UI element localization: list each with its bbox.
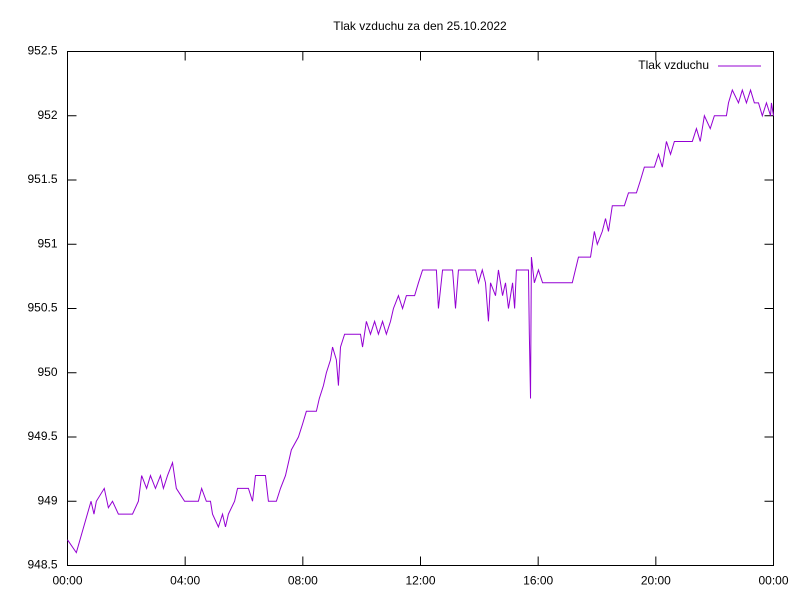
data-line	[67, 88, 774, 554]
x-tick-label: 00:00	[758, 574, 788, 588]
y-tick-label: 952.5	[27, 44, 57, 58]
y-tick-label: 952	[37, 108, 57, 122]
y-tick-label: 950	[37, 365, 57, 379]
x-tick-label: 00:00	[52, 574, 82, 588]
x-tick-label: 12:00	[405, 574, 435, 588]
chart-title: Tlak vzduchu za den 25.10.2022	[333, 19, 507, 33]
y-tick-label: 949	[37, 493, 57, 507]
x-tick-label: 08:00	[288, 574, 318, 588]
y-tick-label: 950.5	[27, 301, 57, 315]
y-tick-label: 951.5	[27, 172, 57, 186]
x-tick-label: 20:00	[641, 574, 671, 588]
x-tick-label: 16:00	[523, 574, 553, 588]
y-tick-label: 948.5	[27, 558, 57, 572]
x-tick-label: 04:00	[170, 574, 200, 588]
legend-label: Tlak vzduchu	[638, 58, 709, 72]
y-tick-label: 949.5	[27, 429, 57, 443]
y-tick-label: 951	[37, 236, 57, 250]
